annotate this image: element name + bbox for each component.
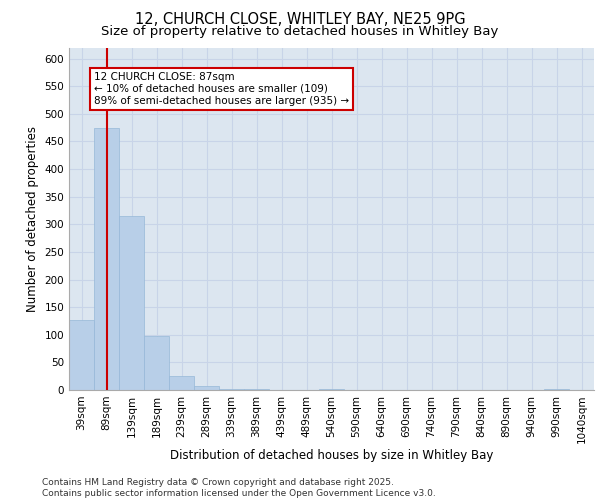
Bar [94, 128, 119, 390]
Bar [544, 389, 569, 390]
Bar [144, 336, 169, 390]
Bar [69, 320, 94, 390]
Bar [219, 389, 244, 390]
Y-axis label: Number of detached properties: Number of detached properties [26, 126, 39, 312]
X-axis label: Distribution of detached houses by size in Whitley Bay: Distribution of detached houses by size … [170, 449, 493, 462]
Text: 12, CHURCH CLOSE, WHITLEY BAY, NE25 9PG: 12, CHURCH CLOSE, WHITLEY BAY, NE25 9PG [134, 12, 466, 28]
Bar [169, 376, 194, 390]
Text: 12 CHURCH CLOSE: 87sqm
← 10% of detached houses are smaller (109)
89% of semi-de: 12 CHURCH CLOSE: 87sqm ← 10% of detached… [94, 72, 349, 106]
Bar [194, 386, 219, 390]
Bar [319, 389, 344, 390]
Bar [119, 216, 144, 390]
Text: Contains HM Land Registry data © Crown copyright and database right 2025.
Contai: Contains HM Land Registry data © Crown c… [42, 478, 436, 498]
Text: Size of property relative to detached houses in Whitley Bay: Size of property relative to detached ho… [101, 25, 499, 38]
